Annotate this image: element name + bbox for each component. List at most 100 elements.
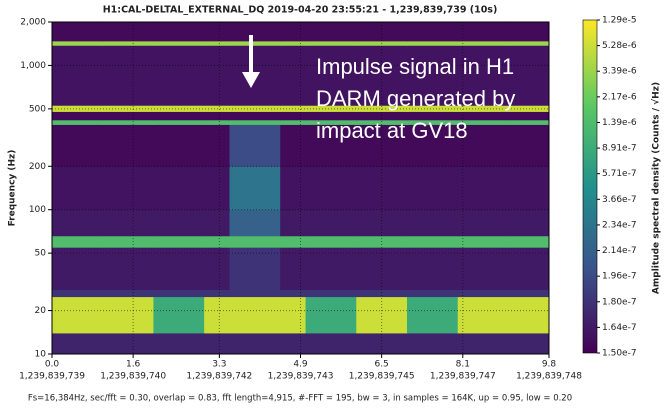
heatmap-cell xyxy=(407,45,459,106)
heatmap-cell xyxy=(153,289,205,298)
y-axis-label: Frequency (Hz) xyxy=(8,150,18,227)
overlay: Impulse signal in H1 DARM generated by i… xyxy=(242,35,515,143)
heatmap-cell xyxy=(204,166,230,211)
x-tick-sublabel: 1,239,839,748 xyxy=(516,372,582,382)
annotation: impact at GV18 xyxy=(316,118,468,143)
heatmap-cell xyxy=(407,40,459,46)
colorbar-tick-label: 1.50e-7 xyxy=(602,349,637,359)
heatmap-cell xyxy=(52,45,104,106)
heatmap-cell xyxy=(280,105,307,112)
y-tick-label: 50 xyxy=(35,249,47,259)
heatmap-cell xyxy=(204,235,230,248)
heatmap-cell xyxy=(508,124,550,167)
y-tick-label: 100 xyxy=(29,205,46,215)
heatmap-cell xyxy=(204,247,230,290)
heatmap-cell xyxy=(508,40,550,46)
heatmap-cell xyxy=(102,124,154,167)
x-tick-label: 4.9 xyxy=(293,360,308,370)
heatmap-cell xyxy=(229,166,281,211)
heatmap-cell xyxy=(52,166,104,211)
heatmap-cell xyxy=(102,235,154,248)
heatmap-cell xyxy=(280,209,307,237)
heatmap-cell xyxy=(508,332,550,355)
heatmap-cell xyxy=(204,22,230,42)
heatmap-cell xyxy=(102,289,154,298)
heatmap-cell xyxy=(305,124,357,167)
heatmap-cell xyxy=(229,209,281,237)
colorbar-tick-label: 2.17e-6 xyxy=(602,92,637,102)
x-tick-sublabel: 1,239,839,743 xyxy=(268,372,334,382)
x-tick-label: 0.0 xyxy=(45,360,60,370)
heatmap-cell xyxy=(280,111,307,121)
heatmap-cell xyxy=(305,235,357,248)
heatmap-cell xyxy=(229,289,281,298)
heatmap-cell xyxy=(407,209,459,237)
heatmap-cell xyxy=(356,105,408,112)
colorbar-tick-label: 1.29e-5 xyxy=(602,16,637,26)
heatmap-cell xyxy=(204,124,230,167)
heatmap-cell xyxy=(457,296,509,334)
heatmap-cell xyxy=(305,45,357,106)
heatmap-cell xyxy=(407,111,459,121)
heatmap-cell xyxy=(280,45,307,106)
heatmap-cell xyxy=(407,124,459,167)
x-tick-sublabel: 1,239,839,739 xyxy=(19,372,85,382)
x-tick-label: 6.5 xyxy=(374,360,388,370)
heatmap-cell xyxy=(457,105,509,112)
heatmap-cell xyxy=(102,40,154,46)
heatmap-cell xyxy=(102,332,154,355)
heatmap-cell xyxy=(407,289,459,298)
plot-area xyxy=(51,21,550,355)
y-tick-label: 200 xyxy=(29,162,46,172)
heatmap-cell xyxy=(508,105,550,112)
heatmap-cell xyxy=(204,296,230,334)
heatmap-cell xyxy=(407,166,459,211)
heatmap-cell xyxy=(407,332,459,355)
heatmap-cell xyxy=(457,45,509,106)
x-tick-sublabel: 1,239,839,747 xyxy=(430,372,496,382)
heatmap-cell xyxy=(457,111,509,121)
heatmap-cell xyxy=(305,296,357,334)
heatmap-cell xyxy=(457,166,509,211)
heatmap-cell xyxy=(508,209,550,237)
heatmap-cell xyxy=(508,22,550,42)
heatmap-cell xyxy=(52,124,104,167)
heatmap-cell xyxy=(229,124,281,167)
heatmap-cell xyxy=(280,119,307,125)
heatmap-cell xyxy=(153,209,205,237)
heatmap-cell xyxy=(356,119,408,125)
heatmap-cell xyxy=(457,40,509,46)
colorbar-label: Amplitude spectral density (Counts / √Hz… xyxy=(651,82,662,294)
heatmap-cell xyxy=(229,296,281,334)
heatmap-cell xyxy=(153,45,205,106)
heatmap-cell xyxy=(102,296,154,334)
heatmap-cell xyxy=(508,289,550,298)
heatmap-cell xyxy=(153,22,205,42)
footnote: Fs=16,384Hz, sec/fft = 0.30, overlap = 0… xyxy=(28,394,572,404)
heatmap-cell xyxy=(280,332,307,355)
heatmap-cell xyxy=(102,247,154,290)
heatmap-cell xyxy=(457,209,509,237)
heatmap-cell xyxy=(153,332,205,355)
x-tick-label: 9.8 xyxy=(542,360,557,370)
heatmap-cell xyxy=(102,22,154,42)
heatmap-cell xyxy=(280,124,307,167)
annotation: DARM generated by xyxy=(316,86,515,111)
heatmap-cell xyxy=(457,289,509,298)
heatmap-cell xyxy=(153,166,205,211)
heatmap-cell xyxy=(407,22,459,42)
heatmap-cell xyxy=(508,119,550,125)
heatmap-cell xyxy=(407,105,459,112)
heatmap-cell xyxy=(153,124,205,167)
heatmap-cell xyxy=(305,247,357,290)
heatmap-cell xyxy=(153,105,205,112)
heatmap-cell xyxy=(305,22,357,42)
heatmap-cell xyxy=(52,111,104,121)
colorbar-tick-label: 1.39e-6 xyxy=(602,118,637,128)
heatmap-cell xyxy=(280,40,307,46)
heatmap-cell xyxy=(229,40,281,46)
heatmap-cell xyxy=(407,247,459,290)
heatmap-cell xyxy=(102,105,154,112)
colorbar-tick-label: 1.96e-7 xyxy=(602,272,637,282)
heatmap-cell xyxy=(305,119,357,125)
